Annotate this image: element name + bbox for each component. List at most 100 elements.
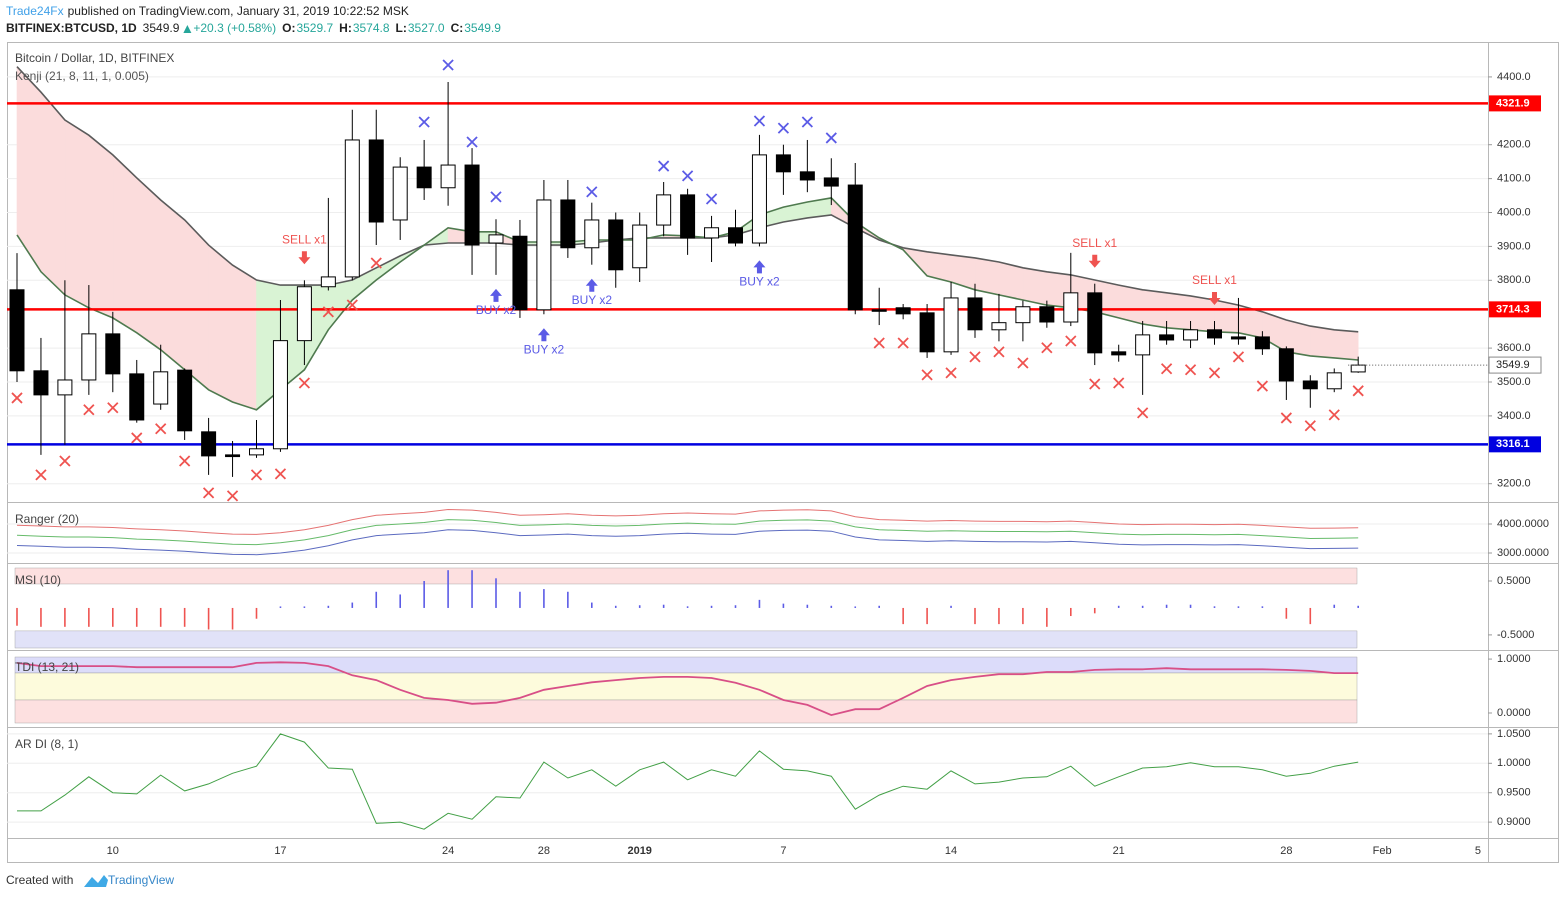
signal-label: BUY x2 [524,342,565,356]
x-tick-label: 10 [107,845,119,857]
candle-body [1350,364,1366,373]
cloud-fill [1166,292,1191,331]
x-marker [993,346,1005,358]
y-tick-label: 0.0000 [1497,707,1531,719]
header-text: L: [396,21,407,35]
candle-body [1183,329,1199,341]
cloud-fill [64,119,90,309]
y-tick-label: 0.9500 [1497,787,1531,799]
x-marker [1160,363,1173,375]
candle-body [488,234,504,244]
x-marker [753,115,766,127]
x-marker [131,432,143,444]
signal-arrow [585,278,598,292]
panel-title: MSI (10) [15,573,61,587]
candle-body [704,227,720,239]
zone [14,567,1358,585]
last-price-label: 3549.9 [1496,359,1530,371]
candle-body [1135,334,1151,356]
signal-label: SELL x1 [1072,236,1117,250]
x-tick-label: 21 [1113,845,1125,857]
cloud-fill [1022,267,1048,306]
y-tick-label: 3900.0 [1497,240,1531,252]
header-text: BITFINEX:BTCUSD, 1D [6,21,137,35]
x-marker [59,455,71,467]
last-price-badge [1488,356,1542,374]
x-marker [1089,378,1101,390]
candle-body [560,199,576,249]
cloud-fill [40,91,66,296]
cloud-fill [232,264,257,411]
y-tick-label: 1.0000 [1497,653,1531,665]
candle-body [1015,306,1031,324]
candle-body [392,166,408,221]
x-marker [897,337,909,349]
candle-body [871,309,887,312]
x-marker [35,469,47,481]
x-marker [1065,335,1077,347]
candle-body [464,164,480,246]
header-text: 3549.9 [143,21,180,35]
level-label: 4321.9 [1496,97,1530,109]
x-tick-label: Feb [1373,845,1392,857]
level-label: 3714.3 [1496,303,1530,315]
x-marker [969,351,981,363]
indicator-line [16,519,1359,546]
signal-label: SELL x1 [282,232,327,246]
x-marker [1017,357,1029,369]
x-tick-label: 28 [1280,845,1292,857]
x-marker [442,59,454,71]
x-marker [179,455,191,467]
signal-label: BUY x2 [476,303,517,317]
candle-body [272,340,288,450]
x-marker [1304,420,1316,432]
candle-body [1159,334,1175,341]
candle-body [1254,336,1270,350]
candle-body [344,139,360,278]
level-badge [1489,436,1541,453]
x-marker [658,160,670,172]
candle-body [33,370,49,396]
candle-body [105,333,121,375]
level-badge [1489,301,1541,318]
candle-body [991,322,1007,331]
y-tick-label: 4400.0 [1497,71,1531,83]
x-marker [83,404,95,416]
indicator-line [16,661,1359,717]
x-marker [274,468,287,480]
zone [14,699,1358,724]
header-text: 3549.9 [464,21,501,35]
x-marker [777,122,790,134]
x-tick-label: 24 [442,845,454,857]
x-marker [107,402,119,414]
y-tick-label: 4000.0 [1497,206,1531,218]
x-tick-label: 2019 [627,845,651,857]
x-marker [1352,385,1364,397]
candle-body [536,199,552,311]
x-marker [681,170,694,182]
y-tick-label: -0.5000 [1497,629,1534,641]
candle-body [1063,292,1079,323]
cloud-fill [160,199,185,371]
candle-body [1302,380,1318,390]
candle-body [775,154,791,173]
x-marker [322,306,334,318]
header-text: 3529.7 [296,21,333,35]
x-tick-label: 7 [780,845,786,857]
y-tick-label: 4100.0 [1497,173,1531,185]
x-marker [1041,342,1053,354]
y-tick-label: 4200.0 [1497,139,1531,151]
x-marker [1208,367,1221,379]
panel-title: TDI (13, 21) [15,660,79,674]
cloud-fill [208,244,233,403]
candle-body [1087,292,1103,354]
x-marker [873,337,885,349]
signal-label: BUY x2 [572,293,613,307]
x-marker [945,367,957,379]
x-marker [1232,351,1245,363]
cloud-fill [1190,295,1215,333]
y-tick-label: 0.9000 [1497,816,1531,828]
cloud-fill [112,154,138,334]
cloud-fill [184,219,209,391]
